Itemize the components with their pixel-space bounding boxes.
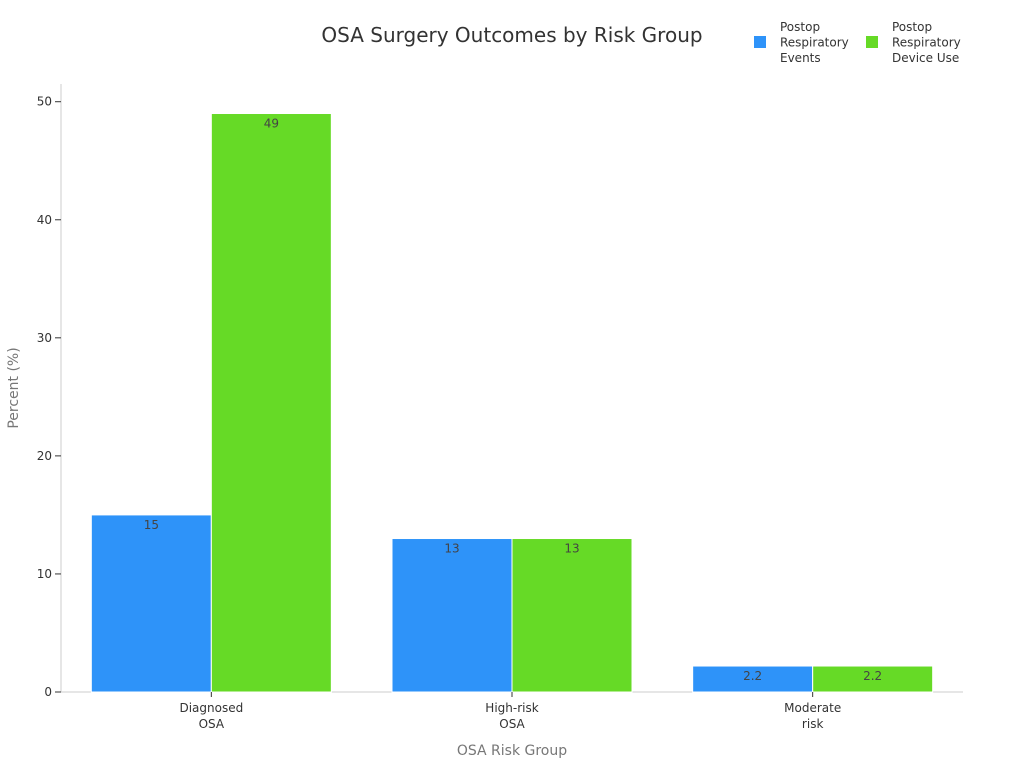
x-tick-label: Moderate risk <box>784 701 841 731</box>
legend-entry: Postop Respiratory Device Use <box>892 20 961 65</box>
chart-title: OSA Surgery Outcomes by Risk Group <box>321 23 702 47</box>
y-axis-title: Percent (%) <box>6 347 22 428</box>
legend-swatch <box>754 36 766 48</box>
data-label: 49 <box>264 117 279 131</box>
y-tick-label: 10 <box>37 567 52 581</box>
data-label: 13 <box>444 542 459 556</box>
bar <box>692 665 814 693</box>
data-label: 2.2 <box>863 669 882 683</box>
x-axis-title: OSA Risk Group <box>457 743 567 759</box>
y-tick-label: 30 <box>37 331 52 345</box>
y-axis-ticks: 0 10 20 30 40 50 <box>37 95 61 699</box>
x-tick-label: High-risk OSA <box>485 701 538 731</box>
legend-entry: Postop Respiratory Events <box>780 20 849 65</box>
y-tick-label: 0 <box>44 685 52 699</box>
data-label: 2.2 <box>743 669 762 683</box>
y-tick-label: 50 <box>37 95 52 109</box>
x-axis-ticks: Diagnosed OSA High-risk OSA Moderate risk <box>179 692 841 731</box>
bars: 15 49 13 13 2.2 2.2 <box>90 113 934 693</box>
bar <box>812 665 934 693</box>
legend: Postop Respiratory Events Postop Respiratory… <box>754 20 961 65</box>
data-label: 15 <box>144 518 159 532</box>
legend-swatch <box>866 36 878 48</box>
bar <box>391 538 513 693</box>
x-tick-label: Diagnosed OSA <box>179 701 243 731</box>
y-tick-label: 40 <box>37 213 52 227</box>
data-label: 13 <box>564 542 579 556</box>
y-tick-label: 20 <box>37 449 52 463</box>
bar <box>511 538 633 693</box>
bar <box>90 514 212 693</box>
bar <box>210 113 332 693</box>
